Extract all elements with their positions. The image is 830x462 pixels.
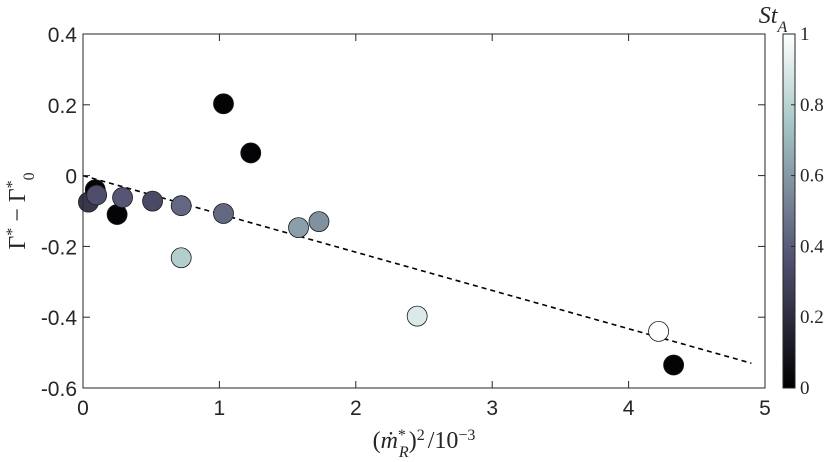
colorbar-tick-label: 1 bbox=[800, 24, 810, 45]
colorbar-gradient bbox=[782, 33, 796, 389]
colorbar-label: StA bbox=[759, 3, 788, 36]
colorbar-tick-label: 0.6 bbox=[800, 166, 824, 187]
x-tick-label: 5 bbox=[759, 397, 771, 420]
x-axis-label: (ṁ* R)2/10−3 bbox=[373, 427, 476, 461]
y-tick-label: -0.2 bbox=[41, 236, 77, 259]
data-point bbox=[240, 142, 262, 164]
data-point bbox=[213, 203, 234, 224]
data-point bbox=[663, 354, 685, 376]
y-tick-label: -0.4 bbox=[41, 307, 78, 330]
data-point bbox=[112, 187, 133, 208]
y-tick-label: 0.2 bbox=[48, 95, 77, 118]
data-point bbox=[142, 190, 163, 212]
y-axis-label: Γ* − Γ*0 bbox=[4, 172, 38, 249]
x-tick-label: 1 bbox=[214, 397, 226, 420]
data-point bbox=[170, 195, 192, 217]
x-tick-label: 0 bbox=[77, 397, 89, 420]
y-tick-label: 0.4 bbox=[48, 24, 78, 47]
y-tick-label: 0 bbox=[65, 166, 77, 189]
x-tick-label: 2 bbox=[350, 397, 362, 420]
colorbar-tick-label: 0 bbox=[800, 378, 810, 399]
colorbar: 0 0.2 0.4 0.6 0.8 1 StA bbox=[759, 3, 824, 399]
colorbar-tick-label: 0.2 bbox=[800, 307, 824, 328]
data-point bbox=[288, 217, 309, 239]
data-point bbox=[170, 247, 192, 269]
data-point bbox=[213, 93, 234, 115]
data-point bbox=[406, 305, 428, 327]
data-point bbox=[308, 211, 330, 233]
y-tick-label: -0.6 bbox=[41, 378, 77, 401]
data-point bbox=[86, 184, 108, 206]
plot-frame bbox=[82, 33, 766, 389]
data-point bbox=[648, 320, 670, 342]
colorbar-tick-label: 0.8 bbox=[800, 95, 824, 116]
fit-line bbox=[82, 174, 752, 364]
colorbar-tick-label: 0.4 bbox=[800, 236, 824, 257]
x-tick-label: 3 bbox=[486, 397, 498, 420]
x-tick-label: 4 bbox=[623, 397, 635, 420]
